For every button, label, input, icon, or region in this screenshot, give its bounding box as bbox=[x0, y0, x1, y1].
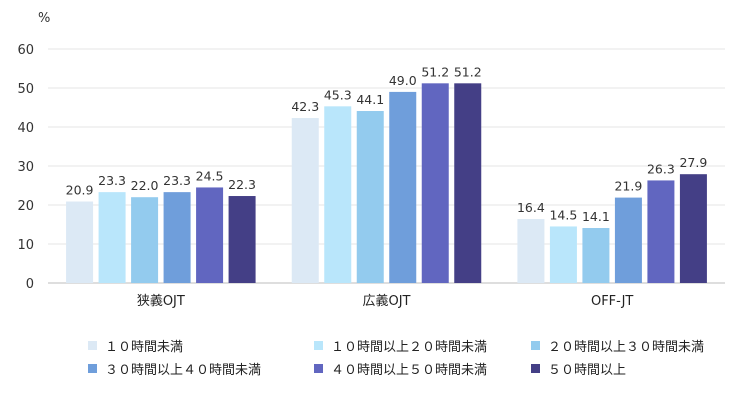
data-label: 42.3 bbox=[291, 99, 319, 114]
data-label: 45.3 bbox=[324, 87, 352, 102]
legend-label: １０時間未満 bbox=[105, 340, 184, 355]
y-tick-label: 0 bbox=[26, 277, 34, 292]
bar bbox=[647, 180, 675, 283]
legend-swatch bbox=[314, 364, 323, 373]
legend-item: ４０時間以上５０時間未満 bbox=[314, 359, 487, 378]
bar bbox=[228, 196, 256, 283]
bar bbox=[454, 83, 482, 283]
bar bbox=[614, 197, 642, 283]
legend-label: ５０時間以上 bbox=[548, 363, 627, 378]
legend: １０時間未満 １０時間以上２０時間未満 ２０時間以上３０時間未満 ３０時間以上４０時間… bbox=[0, 330, 750, 390]
category-label: OFF-JT bbox=[591, 294, 633, 309]
data-label: 16.4 bbox=[517, 200, 545, 215]
data-label: 51.2 bbox=[454, 64, 482, 79]
bar bbox=[66, 201, 94, 283]
legend-label: １０時間以上２０時間未満 bbox=[331, 340, 488, 355]
data-label: 27.9 bbox=[679, 155, 707, 170]
bar-chart: % 0 10 20 30 40 50 60 20.9 23.3 22.0 23.3 24.5 22.3 狭義… bbox=[17, 11, 725, 309]
legend-item: ２０時間以上３０時間未満 bbox=[531, 336, 704, 355]
data-label: 14.5 bbox=[549, 207, 577, 222]
legend-swatch bbox=[88, 364, 97, 373]
data-label: 14.1 bbox=[582, 209, 610, 224]
legend-swatch bbox=[314, 341, 323, 350]
data-label: 24.5 bbox=[196, 168, 224, 183]
y-tick-label: 20 bbox=[17, 199, 34, 214]
data-label: 22.3 bbox=[228, 177, 256, 192]
legend-item: ５０時間以上 bbox=[531, 359, 626, 378]
bar bbox=[163, 192, 191, 283]
data-label: 23.3 bbox=[98, 173, 126, 188]
legend-label: ４０時間以上５０時間未満 bbox=[331, 363, 488, 378]
legend-swatch bbox=[531, 364, 540, 373]
legend-item: １０時間以上２０時間未満 bbox=[314, 336, 487, 355]
legend-swatch bbox=[531, 341, 540, 350]
bar bbox=[389, 91, 417, 284]
data-label: 22.0 bbox=[131, 178, 159, 193]
y-tick-label: 10 bbox=[17, 238, 34, 253]
legend-item: ３０時間以上４０時間未満 bbox=[88, 359, 261, 378]
data-label: 49.0 bbox=[389, 73, 417, 88]
data-label: 51.2 bbox=[421, 64, 449, 79]
data-label: 23.3 bbox=[163, 173, 191, 188]
legend-label: ３０時間以上４０時間未満 bbox=[105, 363, 262, 378]
data-label: 44.1 bbox=[356, 92, 384, 107]
bar bbox=[356, 111, 384, 283]
bar bbox=[291, 118, 319, 283]
data-label: 21.9 bbox=[614, 179, 642, 194]
bar bbox=[517, 219, 545, 283]
y-axis-unit: % bbox=[38, 11, 50, 26]
bar bbox=[582, 228, 610, 283]
data-label: 26.3 bbox=[647, 161, 675, 176]
data-label: 20.9 bbox=[66, 182, 94, 197]
bar bbox=[549, 226, 577, 283]
category-label: 狭義OJT bbox=[137, 293, 185, 309]
bar bbox=[421, 83, 449, 283]
category-label: 広義OJT bbox=[362, 293, 410, 309]
bar bbox=[98, 192, 126, 283]
legend-swatch bbox=[88, 341, 97, 350]
y-tick-label: 40 bbox=[17, 121, 34, 136]
y-tick-label: 60 bbox=[17, 43, 34, 58]
legend-label: ２０時間以上３０時間未満 bbox=[548, 340, 705, 355]
bar bbox=[131, 197, 159, 283]
bar bbox=[196, 187, 224, 283]
bar bbox=[324, 106, 352, 283]
y-tick-label: 30 bbox=[17, 160, 34, 175]
bar bbox=[679, 174, 707, 283]
legend-item: １０時間未満 bbox=[88, 336, 183, 355]
y-tick-label: 50 bbox=[17, 82, 34, 97]
